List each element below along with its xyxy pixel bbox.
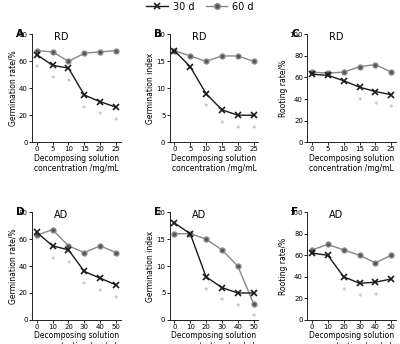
X-axis label: Decomposing solution
concentration /mg/mL: Decomposing solution concentration /mg/m… [34,332,119,344]
Text: RD: RD [54,32,69,42]
Legend: 30 d, 60 d: 30 d, 60 d [142,0,258,16]
Y-axis label: Germination index: Germination index [146,230,155,302]
Y-axis label: Rooting rate/%: Rooting rate/% [279,237,288,295]
Text: *: * [204,103,208,112]
Text: RD: RD [330,32,344,42]
Text: *: * [98,288,102,297]
Text: *: * [236,125,240,134]
Text: *: * [358,293,362,302]
Text: A: A [16,29,24,39]
Y-axis label: Germination rate/%: Germination rate/% [8,228,18,304]
Text: AD: AD [54,210,68,220]
Text: *: * [373,292,378,301]
Y-axis label: Germination rate/%: Germination rate/% [8,51,18,126]
Text: *: * [252,125,256,134]
Text: RD: RD [192,32,206,42]
Text: *: * [389,105,393,114]
X-axis label: Decomposing solution
concentration /mg/mL: Decomposing solution concentration /mg/m… [34,154,119,173]
Text: *: * [66,78,70,87]
Text: *: * [236,303,240,312]
Text: AD: AD [192,210,206,220]
Text: *: * [66,260,70,269]
Y-axis label: Rooting rate/%: Rooting rate/% [279,60,288,117]
Text: *: * [50,75,55,84]
Text: *: * [373,101,378,110]
Text: B: B [154,29,162,39]
Text: *: * [252,313,256,322]
Text: F: F [291,207,298,217]
X-axis label: Decomposing solution
concentration /mg/mL: Decomposing solution concentration /mg/m… [309,332,394,344]
X-axis label: Decomposing solution
concentration /mg/mL: Decomposing solution concentration /mg/m… [309,154,394,173]
Text: C: C [291,29,299,39]
Y-axis label: Germination index: Germination index [146,53,155,124]
Text: *: * [220,297,224,306]
Text: *: * [82,281,86,290]
Text: *: * [358,97,362,106]
Text: *: * [82,105,86,114]
Text: D: D [16,207,25,217]
Text: *: * [35,64,39,73]
Text: *: * [342,287,346,295]
Text: E: E [154,207,161,217]
Text: *: * [50,256,55,265]
Text: *: * [98,111,102,120]
Text: *: * [220,119,224,129]
X-axis label: Decomposing solution
concentration /mg/mL: Decomposing solution concentration /mg/m… [172,154,256,173]
Text: *: * [204,287,208,295]
X-axis label: Decomposing solution
concentration /mg/mL: Decomposing solution concentration /mg/m… [172,332,256,344]
Text: AD: AD [330,210,344,220]
Text: *: * [114,294,118,304]
Text: *: * [114,117,118,126]
